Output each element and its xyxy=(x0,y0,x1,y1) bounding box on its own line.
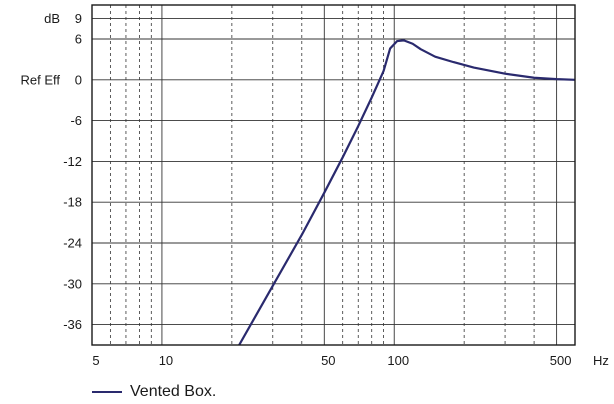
curve-group xyxy=(238,39,575,345)
y-tick-label: -12 xyxy=(63,154,82,169)
y-tick-label: 0 xyxy=(75,72,82,87)
y-tick-label: 9 xyxy=(75,11,82,26)
x-axis-unit: Hz xyxy=(593,353,609,368)
y-tick-label: -30 xyxy=(63,276,82,291)
y-tick-label: -6 xyxy=(70,113,82,128)
x-tick-label: 100 xyxy=(387,353,409,368)
legend: Vented Box. xyxy=(92,382,216,402)
legend-line-swatch xyxy=(92,391,122,393)
y-tick-label: -18 xyxy=(63,195,82,210)
grid-lines xyxy=(91,5,575,345)
plot-border xyxy=(91,4,576,346)
y-tick-label: -36 xyxy=(63,317,82,332)
legend-label: Vented Box. xyxy=(130,383,217,400)
y-ref-label: Ref Eff xyxy=(20,72,60,87)
y-tick-label: 6 xyxy=(75,32,82,47)
y-axis-unit: dB xyxy=(44,11,60,26)
x-tick-label: 10 xyxy=(159,353,173,368)
plot-frame xyxy=(91,4,576,346)
x-tick-label: 5 xyxy=(92,353,99,368)
x-tick-label: 500 xyxy=(550,353,572,368)
axis-labels: 9 6 0 -6 -12 -18 -24 -30 -36 dB Ref Eff 5 10 50 100 500… xyxy=(20,11,608,368)
x-tick-label: 50 xyxy=(321,353,335,368)
series-line-vented-box xyxy=(238,39,575,345)
y-tick-label: -24 xyxy=(63,236,82,251)
